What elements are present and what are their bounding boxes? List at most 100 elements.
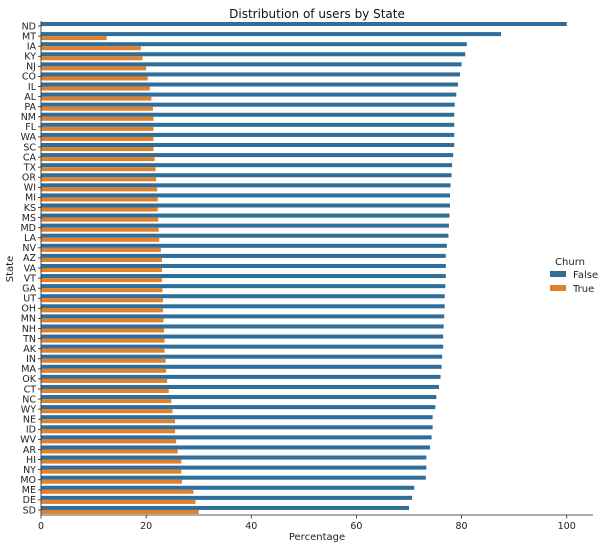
bar-wa-false xyxy=(41,132,455,137)
bar-tx-true xyxy=(41,167,156,172)
y-tick-label-mi: MI xyxy=(25,193,36,204)
bar-nm-true xyxy=(41,116,154,121)
bar-tx-false xyxy=(41,163,453,168)
bar-in-true xyxy=(41,358,166,363)
bar-id-false xyxy=(41,425,433,430)
x-tick-label-0: 0 xyxy=(38,521,44,532)
bar-ne-false xyxy=(41,415,433,420)
bar-al-false xyxy=(41,92,457,97)
bar-ma-true xyxy=(41,368,167,373)
bar-ia-false xyxy=(41,42,467,47)
bar-ky-true xyxy=(41,56,143,61)
y-tick-label-al: AL xyxy=(24,92,36,103)
y-tick-label-wi: WI xyxy=(24,183,36,194)
bar-nj-true xyxy=(41,66,147,71)
bar-nc-true xyxy=(41,399,172,404)
x-axis-ticks: 0 20 40 60 80 100 xyxy=(38,515,576,532)
bar-de-true xyxy=(41,499,196,504)
bar-vt-false xyxy=(41,274,446,279)
y-tick-label-ca: CA xyxy=(23,152,37,163)
bar-nh-false xyxy=(41,324,444,329)
bar-la-true xyxy=(41,237,160,242)
bar-az-true xyxy=(41,257,162,262)
y-tick-label-ia: IA xyxy=(27,42,37,53)
bar-wv-false xyxy=(41,435,432,440)
y-tick-label-nd: ND xyxy=(22,21,36,32)
bar-mo-false xyxy=(41,475,426,480)
bar-sc-false xyxy=(41,142,455,148)
bar-md-true xyxy=(41,227,159,232)
y-tick-label-wa: WA xyxy=(21,132,37,143)
x-tick-label-60: 60 xyxy=(350,521,362,532)
y-tick-label-mt: MT xyxy=(22,31,36,42)
legend-label-false: False xyxy=(573,270,598,281)
bar-ny-true xyxy=(41,469,182,474)
bar-ar-true xyxy=(41,449,178,454)
y-tick-label-az: AZ xyxy=(23,253,36,264)
bar-ca-false xyxy=(41,153,454,158)
bar-ct-true xyxy=(41,388,169,394)
bar-nv-false xyxy=(41,243,447,248)
y-tick-label-la: LA xyxy=(24,233,37,244)
bar-or-true xyxy=(41,177,157,182)
bar-ut-true xyxy=(41,298,163,303)
legend-swatch-false xyxy=(550,271,566,277)
bar-md-false xyxy=(41,223,449,228)
y-tick-label-nv: NV xyxy=(22,243,36,254)
y-tick-label-ga: GA xyxy=(22,283,36,294)
bar-ny-false xyxy=(41,465,427,470)
legend-title: Churn xyxy=(555,257,585,268)
y-tick-label-in: IN xyxy=(26,354,36,365)
bar-mn-false xyxy=(41,314,445,319)
y-tick-label-tn: TN xyxy=(22,334,36,345)
bar-ia-true xyxy=(41,46,141,51)
bar-nh-true xyxy=(41,328,165,333)
bar-ok-true xyxy=(41,378,168,383)
y-tick-label-ak: AK xyxy=(23,344,36,355)
bar-fl-false xyxy=(41,122,455,127)
bar-nv-true xyxy=(41,247,161,252)
y-tick-label-co: CO xyxy=(22,72,36,83)
bar-ak-true xyxy=(41,348,165,353)
bar-ks-false xyxy=(41,203,451,208)
bar-ne-true xyxy=(41,419,176,424)
x-axis-title: Percentage xyxy=(289,532,345,543)
legend-swatch-true xyxy=(550,285,566,291)
y-tick-label-ar: AR xyxy=(23,445,36,456)
bar-fl-true xyxy=(41,126,154,131)
bar-me-false xyxy=(41,485,415,490)
bar-ct-false xyxy=(41,384,439,389)
bar-il-true xyxy=(41,86,150,91)
bar-vt-true xyxy=(41,278,162,283)
y-tick-label-nh: NH xyxy=(22,324,36,335)
bar-wi-false xyxy=(41,183,451,188)
y-tick-label-pa: PA xyxy=(24,102,36,113)
bar-oh-true xyxy=(41,308,163,313)
legend: Churn False True xyxy=(550,257,598,295)
bar-ca-true xyxy=(41,157,155,162)
chart-title: Distribution of users by State xyxy=(229,7,405,21)
y-tick-label-nm: NM xyxy=(21,112,36,123)
y-tick-label-tx: TX xyxy=(23,162,37,173)
x-tick-label-80: 80 xyxy=(456,521,468,532)
bar-al-true xyxy=(41,96,152,101)
bar-ga-false xyxy=(41,284,446,289)
bar-mi-false xyxy=(41,193,451,198)
bar-wi-true xyxy=(41,187,158,192)
bar-mn-true xyxy=(41,318,164,323)
y-tick-label-ks: KS xyxy=(24,203,36,214)
bar-or-false xyxy=(41,173,452,178)
y-axis-ticks: NDMTIAKYNJCOILALPANMFLWASCCATXORWIMIKSMS… xyxy=(20,21,41,516)
bar-tn-true xyxy=(41,338,165,343)
y-tick-label-md: MD xyxy=(20,223,36,234)
x-tick-label-20: 20 xyxy=(140,521,152,532)
y-tick-label-sd: SD xyxy=(23,505,36,516)
bar-nc-false xyxy=(41,395,437,400)
bar-in-false xyxy=(41,354,443,359)
x-tick-label-100: 100 xyxy=(558,521,576,532)
y-tick-label-nj: NJ xyxy=(26,62,36,73)
y-tick-label-fl: FL xyxy=(25,122,36,133)
bar-de-false xyxy=(41,495,413,500)
